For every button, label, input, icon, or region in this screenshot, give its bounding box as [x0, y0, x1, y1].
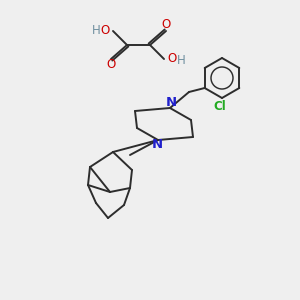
- Text: H: H: [177, 53, 185, 67]
- Text: O: O: [100, 25, 109, 38]
- Text: Cl: Cl: [214, 100, 226, 113]
- Text: O: O: [106, 58, 116, 71]
- Text: N: N: [165, 97, 177, 110]
- Text: N: N: [152, 139, 163, 152]
- Text: O: O: [161, 19, 171, 32]
- Text: H: H: [92, 23, 100, 37]
- Text: O: O: [167, 52, 177, 65]
